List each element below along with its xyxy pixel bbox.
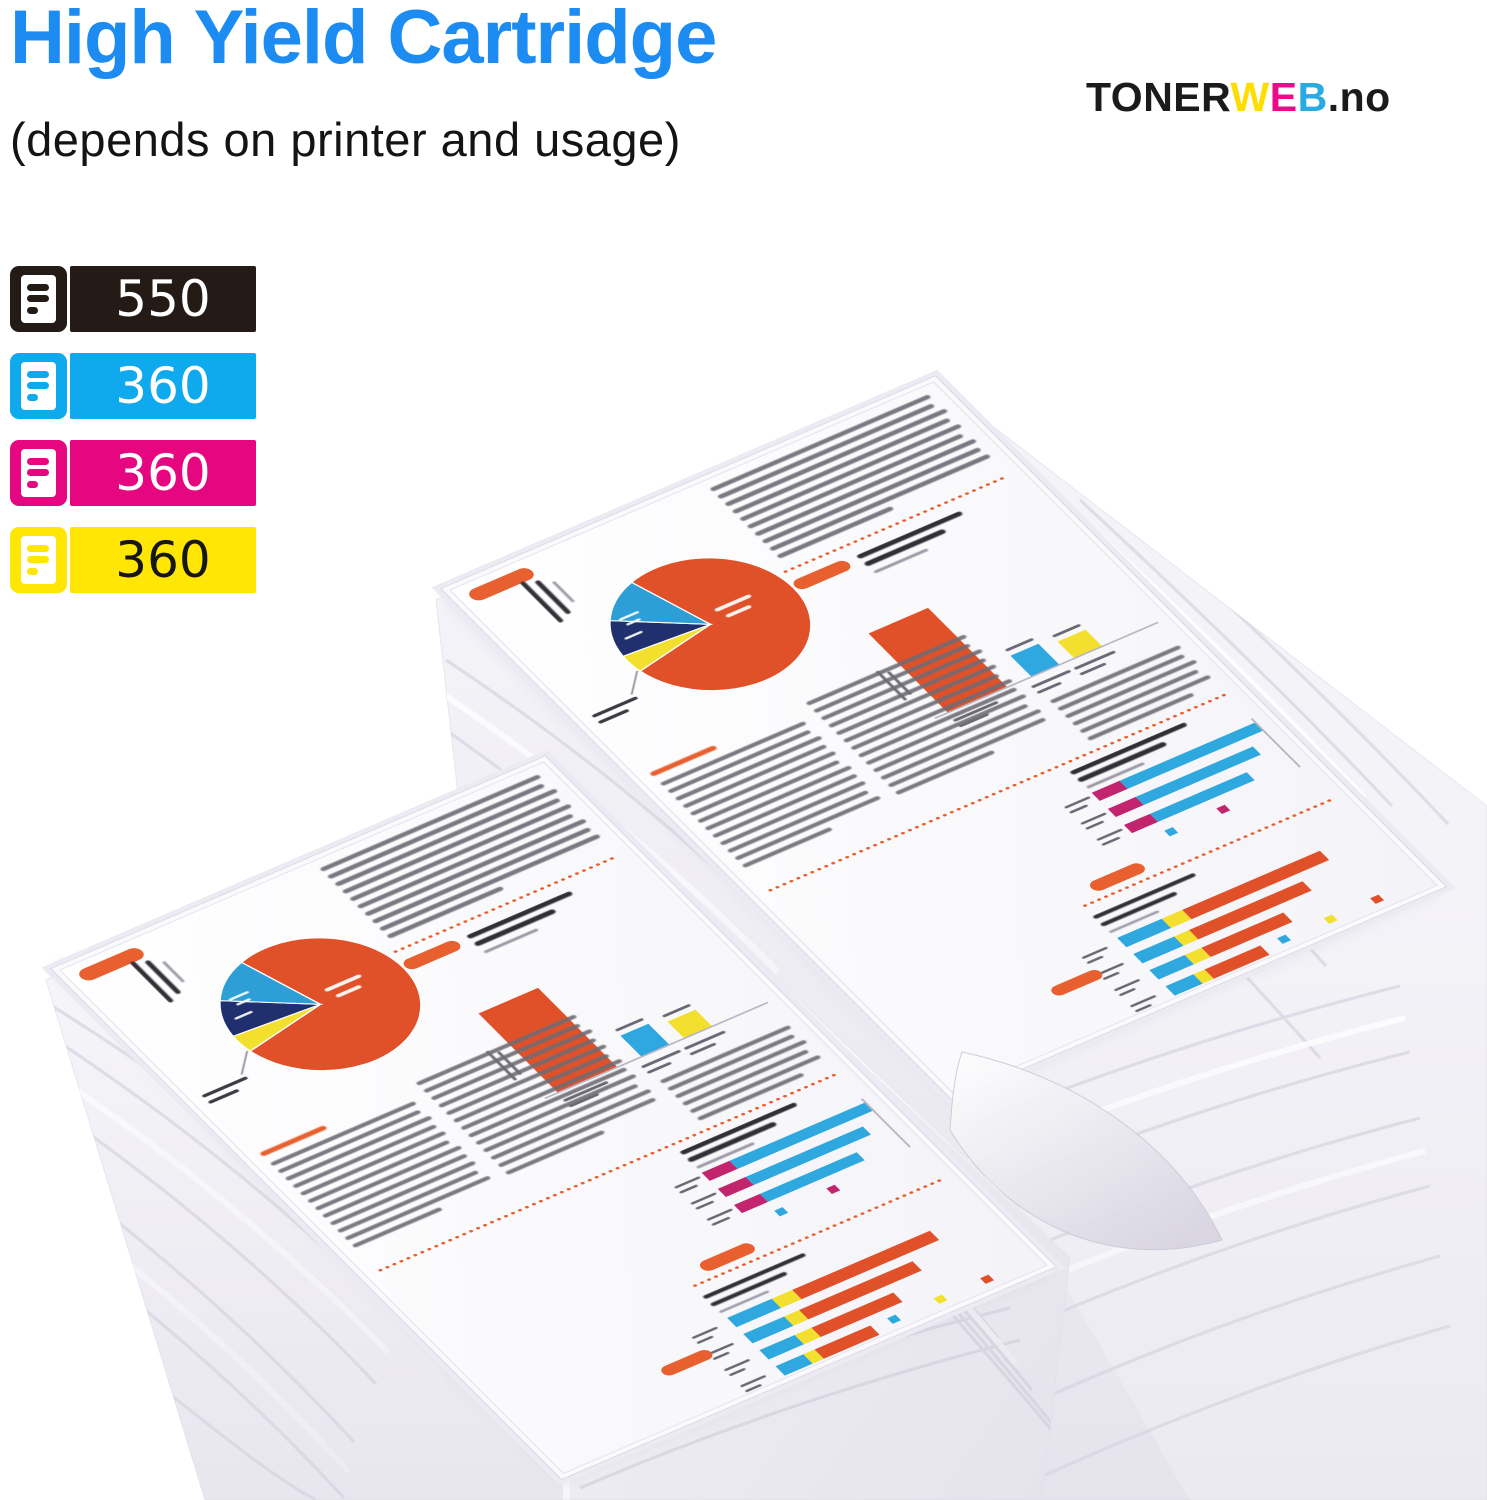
- yield-bar: 550: [70, 266, 256, 332]
- yield-value: 360: [115, 531, 211, 589]
- yield-value: 360: [115, 444, 211, 502]
- yield-value: 550: [115, 270, 211, 328]
- yield-row-black: 550: [10, 266, 256, 332]
- logo-segment: B: [1297, 74, 1328, 120]
- top-report-sheet: [431, 369, 1456, 1106]
- yield-row-yellow: 360: [10, 527, 256, 593]
- page-curl: [949, 1051, 1223, 1251]
- paper-stack-front: [41, 749, 1071, 1500]
- brand-logo: TONERWEB.no: [1086, 74, 1391, 121]
- yield-bar: 360: [70, 440, 256, 506]
- page-subtitle: (depends on printer and usage): [10, 113, 681, 166]
- yield-row-magenta: 360: [10, 440, 256, 506]
- yield-list: 550 360 360 360: [10, 266, 256, 614]
- logo-segment: E: [1269, 74, 1298, 120]
- document-page-icon: [10, 440, 67, 506]
- yield-row-cyan: 360: [10, 353, 256, 419]
- yield-bar: 360: [70, 527, 256, 593]
- page-title: High Yield Cartridge: [10, 0, 717, 80]
- document-page-icon: [10, 266, 67, 332]
- top-report-sheet: [41, 749, 1066, 1486]
- document-page-icon: [10, 527, 67, 593]
- document-page-icon: [10, 353, 67, 419]
- logo-segment: TONER: [1086, 74, 1231, 120]
- yield-bar: 360: [70, 353, 256, 419]
- logo-segment: .no: [1327, 74, 1391, 120]
- yield-value: 360: [115, 357, 211, 415]
- logo-segment: W: [1230, 74, 1270, 120]
